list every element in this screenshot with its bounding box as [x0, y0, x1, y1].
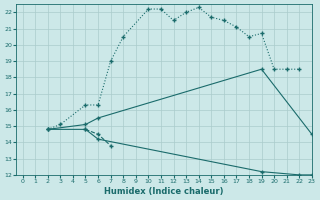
X-axis label: Humidex (Indice chaleur): Humidex (Indice chaleur)	[104, 187, 224, 196]
